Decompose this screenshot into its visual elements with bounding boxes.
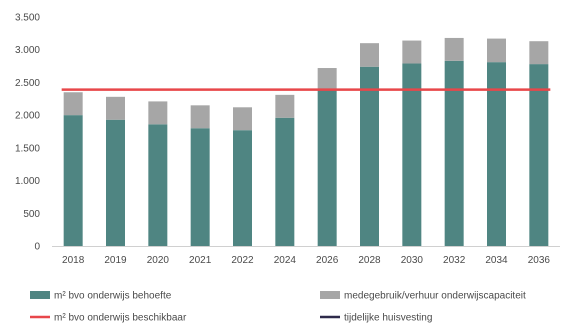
y-tick-label: 1.500 bbox=[15, 143, 40, 154]
legend-beschikbaar-label: m² bvo onderwijs beschikbaar bbox=[54, 313, 187, 324]
bar-medegebruik-2034 bbox=[487, 38, 506, 63]
x-tick-label: 2019 bbox=[104, 255, 127, 266]
x-axis: 2018 2019 2020 2021 2022 2024 2026 2028 2030 2032… bbox=[52, 246, 560, 266]
x-tick-label: 2024 bbox=[274, 255, 297, 266]
x-tick-label: 2026 bbox=[316, 255, 339, 266]
bar-medegebruik-2028 bbox=[360, 43, 379, 67]
y-tick-label: 3.500 bbox=[15, 13, 40, 24]
bar-behoefte-2026 bbox=[317, 89, 337, 246]
bar-behoefte-2020 bbox=[148, 124, 168, 246]
bars bbox=[63, 37, 549, 247]
bar-medegebruik-2021 bbox=[190, 105, 210, 129]
x-tick-label: 2036 bbox=[528, 255, 551, 266]
y-tick-label: 0 bbox=[34, 242, 40, 253]
y-tick-label: 1.000 bbox=[15, 176, 40, 187]
bar-behoefte-2021 bbox=[190, 128, 210, 246]
x-tick-label: 2028 bbox=[358, 255, 381, 266]
bar-medegebruik-2018 bbox=[63, 92, 83, 116]
x-tick-label: 2032 bbox=[443, 255, 466, 266]
bar-behoefte-2032 bbox=[444, 60, 464, 246]
bar-medegebruik-2019 bbox=[106, 96, 125, 120]
legend: m² bvo onderwijs behoefte medegebruik/ver… bbox=[30, 291, 526, 324]
legend-behoefte-swatch bbox=[30, 291, 50, 299]
bar-medegebruik-2022 bbox=[233, 107, 252, 131]
bar-medegebruik-2026 bbox=[317, 68, 337, 90]
bar-medegebruik-2020 bbox=[148, 101, 168, 125]
bar-behoefte-2028 bbox=[360, 66, 379, 247]
bar-medegebruik-2030 bbox=[402, 40, 422, 64]
bar-behoefte-2034 bbox=[487, 62, 506, 246]
x-tick-label: 2018 bbox=[62, 255, 85, 266]
legend-medegebruik-label: medegebruik/verhuur onderwijscapaciteit bbox=[344, 291, 526, 302]
legend-medegebruik-swatch bbox=[320, 291, 340, 299]
x-tick-label: 2020 bbox=[147, 255, 170, 266]
y-tick-label: 2.000 bbox=[15, 111, 40, 122]
bar-behoefte-2024 bbox=[275, 117, 295, 246]
bar-medegebruik-2036 bbox=[529, 41, 549, 65]
bar-behoefte-2030 bbox=[402, 63, 422, 246]
y-axis: 0 500 1.000 1.500 2.000 2.500 3.000 3.500 bbox=[15, 13, 40, 253]
bar-medegebruik-2024 bbox=[275, 94, 295, 118]
legend-tijdelijke-huisvesting-label: tijdelijke huisvesting bbox=[344, 313, 432, 324]
bar-behoefte-2018 bbox=[63, 115, 83, 247]
bar-behoefte-2019 bbox=[106, 119, 125, 246]
legend-behoefte-label: m² bvo onderwijs behoefte bbox=[54, 291, 172, 302]
y-tick-label: 500 bbox=[23, 209, 40, 220]
y-tick-label: 3.000 bbox=[15, 45, 40, 56]
x-tick-label: 2034 bbox=[485, 255, 508, 266]
y-tick-label: 2.500 bbox=[15, 78, 40, 89]
x-tick-label: 2022 bbox=[231, 255, 254, 266]
bar-behoefte-2022 bbox=[233, 130, 252, 246]
x-tick-label: 2021 bbox=[189, 255, 212, 266]
x-tick-label: 2030 bbox=[401, 255, 424, 266]
bar-behoefte-2036 bbox=[529, 64, 549, 246]
bar-medegebruik-2032 bbox=[444, 37, 464, 61]
